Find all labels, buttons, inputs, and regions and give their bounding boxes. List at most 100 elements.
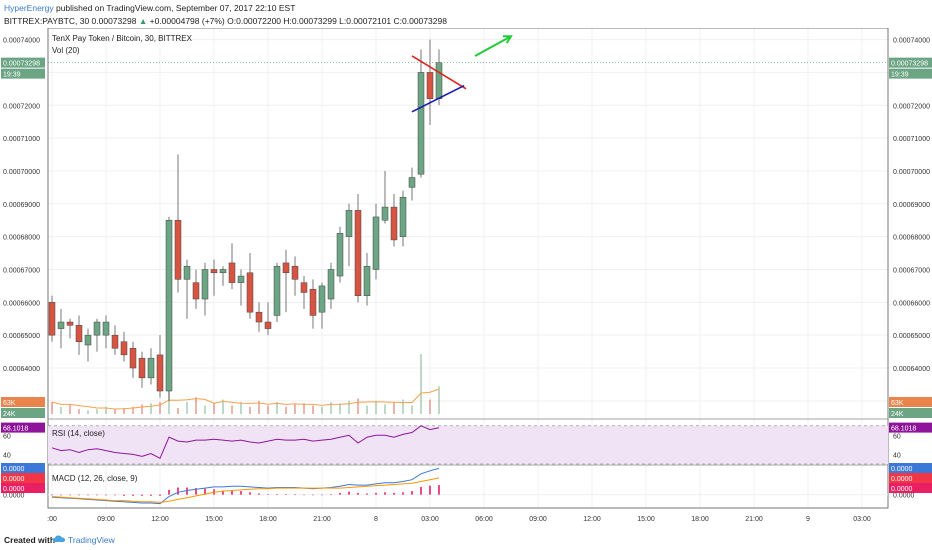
candle-down: [174, 219, 182, 280]
macd-histogram-bar: [366, 493, 368, 495]
macd-histogram-bar: [159, 494, 161, 496]
histogram-badge-right: [889, 483, 932, 493]
candle-down: [48, 302, 56, 336]
macd-histogram-bar: [240, 491, 242, 495]
time-tick-label: 21:00: [745, 516, 763, 523]
macd-histogram-bar: [195, 488, 197, 495]
price-badge-left: [1, 57, 45, 68]
volume-bar: [186, 402, 188, 414]
rsi-tick-label: 60: [893, 433, 901, 440]
macd-badge-text-left: 0.0000: [3, 466, 25, 473]
rsi-tick-label: 40: [893, 452, 901, 459]
volume-bar: [258, 400, 260, 414]
time-tick-label: 15:00: [205, 516, 223, 523]
price-tick-label: 0.00071000: [893, 136, 930, 143]
candle-up: [57, 321, 65, 329]
time-tick-label: 06:00: [475, 516, 493, 523]
price-tick-label: 0.00064000: [893, 366, 930, 373]
macd-histogram-bar: [249, 492, 251, 495]
candle-up: [363, 265, 371, 297]
candle-down: [282, 262, 290, 274]
price-tick-label-left: 0.00070000: [3, 169, 40, 176]
candle-down: [156, 354, 164, 392]
plot-frame: [47, 28, 889, 509]
macd-histogram-bar: [105, 494, 107, 496]
macd-tick-label-left: 0.0000: [3, 493, 25, 500]
macd-badge-text-right: 0.0000: [891, 466, 913, 473]
macd-badge-right: [889, 463, 932, 473]
macd-legend: MACD (12, 26, close, 9): [52, 474, 138, 483]
time-tick-label: 18:00: [259, 516, 277, 523]
candle-up: [345, 210, 353, 237]
volume-bar: [123, 408, 125, 414]
macd-histogram-bar: [321, 494, 323, 496]
chart-panes: [47, 28, 889, 509]
macd-histogram-bar: [150, 494, 152, 496]
tradingview-brand[interactable]: TradingView: [68, 535, 115, 545]
price-tick-label-left: 0.00071000: [3, 136, 40, 143]
candle-down: [264, 321, 272, 329]
price-tick-label: 0.00066000: [893, 300, 930, 307]
volume-badge-b-text-left: 24K: [3, 411, 16, 418]
price-tick-label-left: 0.00065000: [3, 333, 40, 340]
macd-histogram-bar: [222, 490, 224, 495]
chart-title: TenX Pay Token / Bitcoin, 30, BITTREX: [52, 34, 193, 43]
volume-bar: [132, 406, 134, 414]
time-tick-label: 12:00: [151, 516, 169, 523]
macd-histogram-bar: [78, 494, 80, 496]
volume-bar: [159, 402, 161, 414]
blue-trendline: [411, 84, 465, 113]
time-tick-label: 8: [374, 516, 378, 523]
rsi-line: [51, 425, 440, 459]
candle-down: [75, 325, 83, 342]
candle-up: [147, 357, 155, 379]
price-badge-right: [889, 57, 932, 68]
macd-histogram-bar: [312, 494, 314, 496]
volume-bar: [249, 406, 251, 414]
time-tick-label: 9: [806, 516, 810, 523]
candle-down: [291, 265, 299, 280]
author-link[interactable]: HyperEnergy: [4, 3, 54, 13]
macd-histogram-bar: [276, 494, 278, 495]
macd-histogram-bar: [402, 492, 404, 495]
legend: TenX Pay Token / Bitcoin, 30, BITTREX Vo…: [52, 34, 193, 483]
volume-bar: [114, 409, 116, 414]
candle-down: [300, 282, 308, 293]
candle-up: [381, 206, 389, 221]
candle-up: [84, 334, 92, 346]
volume-bar: [420, 354, 422, 414]
volume-bar: [141, 404, 143, 414]
price-tick-label: 0.00074000: [893, 38, 930, 45]
price-tick-label-left: 0.00068000: [3, 235, 40, 242]
volume-bar: [438, 386, 440, 414]
macd-histogram-bar: [204, 488, 206, 495]
price-tick-label: 0.00067000: [893, 267, 930, 274]
green-arrow-shaft: [474, 35, 512, 57]
volume-badge-a-text-right: 63K: [891, 400, 904, 407]
value-badges: 0.00073298 0.00073298 19:39 19:39 63K 63K 24K 2…: [1, 57, 932, 493]
symbol-line: BITTREX:PAYBTC, 30 0.00073298 ▲ +0.00004…: [4, 16, 447, 26]
volume-bar: [267, 405, 269, 414]
volume-bar: [384, 404, 386, 414]
macd-histogram-bar: [258, 493, 260, 495]
volume-bar: [366, 405, 368, 414]
price-tick-label: 0.00065000: [893, 333, 930, 340]
red-trendline: [411, 55, 467, 90]
volume-bar: [213, 403, 215, 414]
macd-histogram-bar: [87, 494, 89, 496]
volume-bar: [60, 406, 62, 414]
volume-bar: [69, 404, 71, 414]
macd-histogram-bar: [294, 494, 296, 495]
macd-histogram-bar: [393, 492, 395, 495]
volume-bar: [240, 402, 242, 414]
price-tick-label: 0.00068000: [893, 235, 930, 242]
change-up-icon: ▲: [138, 16, 148, 26]
tradingview-cloud-icon: [53, 535, 65, 542]
candle-up: [201, 269, 209, 300]
macd-badge-left: [1, 463, 45, 473]
price-tick-label-left: 0.00066000: [3, 300, 40, 307]
price-tick-label-left: 0.00064000: [3, 366, 40, 373]
volume-bar: [375, 400, 377, 414]
user-drawings[interactable]: [411, 35, 513, 113]
